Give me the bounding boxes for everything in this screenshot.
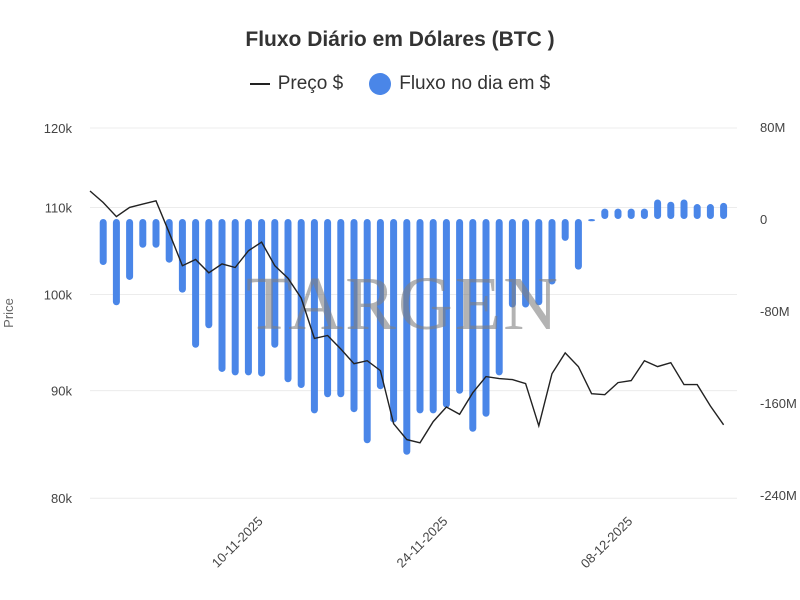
flow-bar	[667, 201, 675, 219]
flow-bar	[284, 219, 292, 383]
x-tick-label: 08-12-2025	[578, 514, 636, 572]
flow-bar	[324, 219, 332, 398]
flow-bar	[139, 219, 147, 248]
left-axis-title: Price	[1, 298, 16, 328]
flow-bar	[99, 219, 107, 265]
flow-bar	[376, 219, 384, 390]
right-tick-label: 80M	[760, 120, 785, 135]
flow-bar	[192, 219, 200, 348]
legend-item-flow[interactable]: Fluxo no dia em $	[369, 73, 550, 95]
flow-bar	[429, 219, 437, 414]
flow-bar	[680, 199, 688, 219]
flow-bar	[126, 219, 134, 280]
flow-bar	[416, 219, 424, 414]
right-tick-label: -240M	[760, 488, 797, 503]
left-tick-label: 90k	[51, 384, 72, 399]
x-axis-labels: 10-11-2025 24-11-2025 08-12-2025	[209, 514, 636, 572]
chart-title: Fluxo Diário em Dólares (BTC )	[245, 28, 555, 51]
flow-bar	[152, 219, 160, 248]
flow-bar	[178, 219, 186, 293]
flow-bar	[231, 219, 239, 376]
line-marker-icon	[249, 83, 270, 85]
left-tick-label: 110k	[45, 200, 73, 215]
flow-bar	[403, 219, 411, 455]
right-tick-label: 0	[760, 212, 767, 227]
right-tick-label: -80M	[760, 304, 790, 319]
flow-bar	[640, 208, 648, 219]
x-tick-label: 24-11-2025	[394, 514, 451, 571]
flow-bar	[561, 219, 569, 241]
x-tick-label: 10-11-2025	[209, 514, 266, 571]
flow-bar	[271, 219, 279, 348]
flow-bar	[614, 208, 622, 219]
right-tick-label: -160M	[760, 396, 797, 411]
flow-bars	[99, 199, 728, 455]
flow-bar	[244, 219, 252, 376]
flow-bar	[112, 219, 120, 306]
flow-bar	[548, 219, 556, 285]
flow-bar	[522, 219, 530, 308]
flow-bar	[258, 219, 266, 377]
legend-item-price[interactable]: Preço $	[249, 73, 344, 95]
flow-bar	[588, 219, 596, 222]
flow-bar	[442, 219, 450, 408]
left-y-axis: 120k 110k 100k 90k 80k	[44, 121, 73, 506]
flow-bar	[627, 208, 635, 219]
flow-bar	[706, 204, 714, 219]
legend-label-price: Preço $	[277, 73, 344, 94]
left-tick-label: 120k	[44, 121, 73, 136]
flow-bar	[469, 219, 477, 432]
flow-bar	[297, 219, 305, 389]
right-y-axis: 80M 0 -80M -160M -240M	[760, 120, 797, 503]
flow-bar	[456, 219, 464, 394]
circle-marker-icon	[369, 73, 392, 95]
flow-bar	[693, 204, 701, 219]
flow-bar	[601, 208, 609, 219]
left-tick-label: 100k	[44, 287, 73, 302]
left-tick-label: 80k	[51, 491, 72, 506]
flow-bar	[390, 219, 398, 423]
watermark: TARGEN	[246, 262, 560, 346]
flow-bar	[482, 219, 490, 417]
legend: Preço $ Fluxo no dia em $	[0, 73, 800, 95]
flow-bar	[363, 219, 371, 444]
flow-bar	[654, 199, 662, 219]
flow-bar	[310, 219, 318, 414]
flow-bar	[495, 219, 503, 376]
legend-label-flow: Fluxo no dia em $	[399, 73, 551, 94]
flow-bar	[720, 202, 728, 219]
flow-bar	[337, 219, 345, 398]
flow-bar	[535, 219, 543, 306]
flow-bar	[508, 219, 516, 308]
flow-bar	[574, 219, 582, 270]
price-line	[89, 190, 725, 444]
flow-bar	[218, 219, 226, 372]
